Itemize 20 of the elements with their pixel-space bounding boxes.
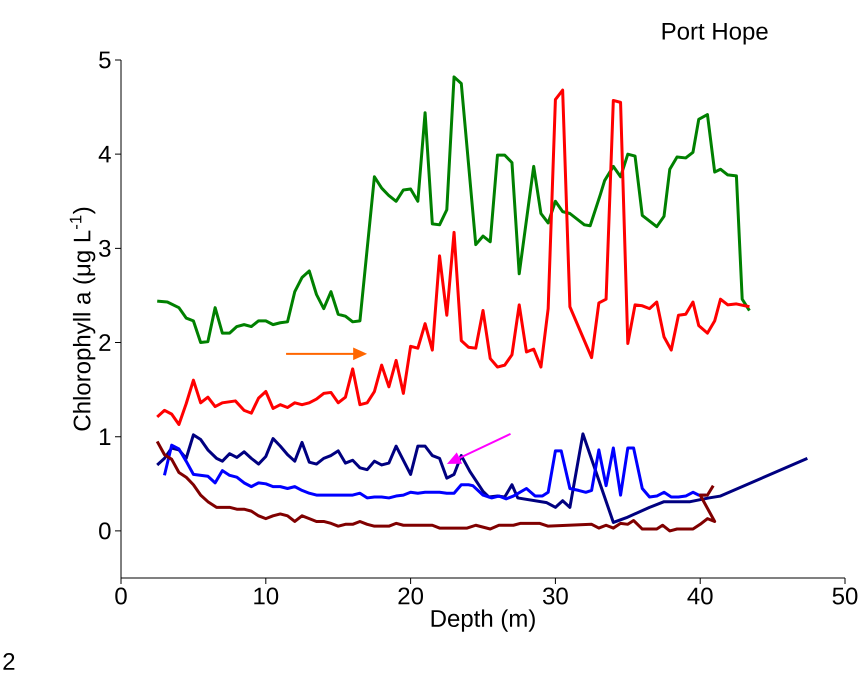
line-series <box>156 75 751 344</box>
y-tick-label: 3 <box>99 240 110 257</box>
x-tick-label: 0 <box>115 587 127 604</box>
y-axis-title: Chlorophyll a (μg L$^{-1}$) <box>70 208 96 430</box>
x-tick-label: 20 <box>398 587 424 604</box>
y-tick-label: 4 <box>98 146 111 162</box>
line-series <box>156 440 716 532</box>
x-axis-title: Depth (m) <box>432 609 535 632</box>
x-tick-label: 10 <box>254 587 278 604</box>
text: 2 <box>3 653 14 670</box>
line-series <box>156 88 751 426</box>
x-tick-label: 40 <box>687 587 713 604</box>
x-tick-label: 50 <box>832 587 858 604</box>
y-tick-label: 1 <box>100 428 110 445</box>
y-tick-label: 0 <box>99 522 111 540</box>
y-tick-label: 2 <box>99 334 110 351</box>
y-tick-label: 5 <box>99 52 110 68</box>
line-series <box>156 432 809 524</box>
chart-title: Port Hope <box>662 22 768 44</box>
x-tick-label: 30 <box>542 587 568 604</box>
